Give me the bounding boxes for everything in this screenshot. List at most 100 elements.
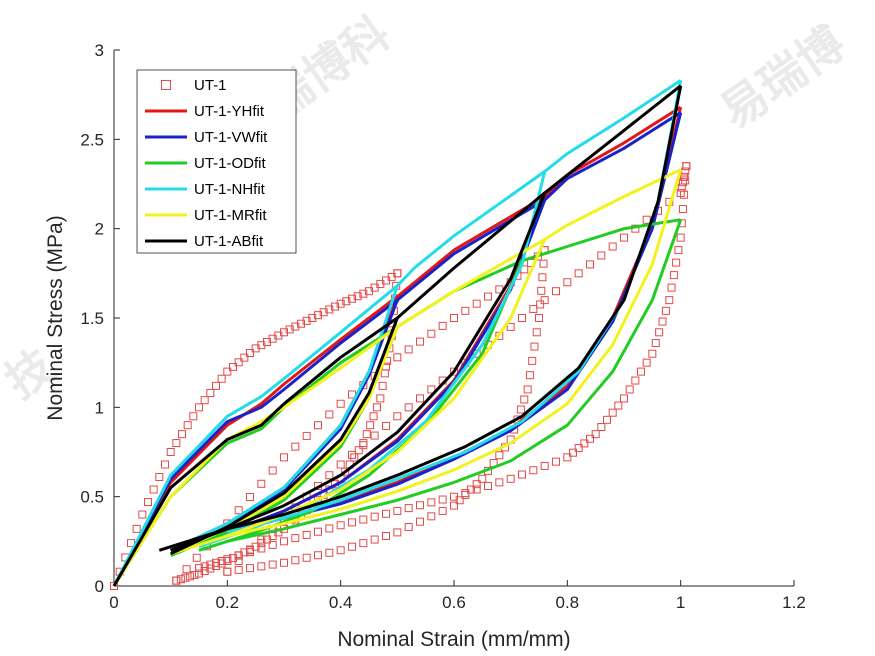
data-marker bbox=[223, 367, 232, 376]
x-tick-label: 0.8 bbox=[556, 593, 580, 612]
y-tick-label: 0 bbox=[95, 577, 104, 596]
data-marker bbox=[325, 305, 334, 314]
data-marker bbox=[325, 410, 334, 419]
data-marker bbox=[257, 544, 266, 553]
data-marker bbox=[200, 562, 209, 571]
data-marker bbox=[648, 349, 657, 358]
data-marker bbox=[382, 421, 390, 430]
y-tick-label: 3 bbox=[95, 41, 104, 60]
data-marker bbox=[161, 460, 169, 469]
watermark-text: 易瑞博 bbox=[710, 16, 854, 139]
legend-marker bbox=[161, 80, 171, 90]
data-marker bbox=[217, 556, 226, 565]
legend-item: UT-1-ABfit bbox=[145, 233, 264, 250]
data-marker bbox=[603, 415, 611, 424]
data-marker bbox=[404, 504, 413, 513]
data-marker bbox=[580, 439, 589, 448]
series-UT-1-ABfit bbox=[112, 84, 683, 587]
data-marker bbox=[529, 305, 538, 314]
data-marker bbox=[200, 566, 209, 575]
legend-item: UT-1-MRfit bbox=[145, 207, 267, 224]
data-marker bbox=[348, 450, 356, 459]
data-marker bbox=[342, 297, 351, 306]
data-marker bbox=[280, 537, 288, 546]
data-marker bbox=[246, 349, 254, 358]
data-marker bbox=[393, 353, 402, 362]
data-marker bbox=[620, 394, 628, 403]
data-marker bbox=[234, 506, 243, 515]
data-marker bbox=[172, 576, 181, 585]
data-marker bbox=[149, 485, 158, 494]
data-marker bbox=[427, 498, 436, 507]
legend-item: UT-1-YHfit bbox=[145, 103, 265, 120]
legend-item: UT-1-NHfit bbox=[145, 181, 266, 198]
data-marker bbox=[308, 314, 317, 322]
data-marker bbox=[450, 501, 458, 510]
data-marker bbox=[280, 328, 288, 337]
data-marker bbox=[359, 441, 368, 450]
data-marker bbox=[574, 269, 583, 278]
data-marker bbox=[325, 471, 334, 480]
data-marker bbox=[472, 485, 481, 494]
data-marker bbox=[682, 162, 691, 171]
data-marker bbox=[348, 294, 356, 303]
data-marker bbox=[655, 328, 664, 337]
legend-label: UT-1-ABfit bbox=[194, 233, 264, 250]
data-marker bbox=[359, 539, 368, 548]
data-marker bbox=[370, 512, 379, 521]
data-marker bbox=[370, 431, 379, 440]
x-axis-title: Nominal Strain (mm/mm) bbox=[337, 628, 570, 651]
data-marker bbox=[540, 296, 549, 305]
data-marker bbox=[404, 523, 413, 532]
data-marker bbox=[506, 322, 515, 331]
series-line-unload bbox=[226, 219, 683, 543]
data-marker bbox=[552, 287, 560, 296]
data-marker bbox=[325, 524, 334, 533]
data-marker bbox=[535, 314, 543, 322]
data-marker bbox=[183, 421, 192, 430]
data-marker bbox=[637, 367, 645, 376]
data-marker bbox=[350, 453, 359, 462]
x-tick-label: 1 bbox=[676, 593, 685, 612]
data-marker bbox=[416, 394, 424, 403]
data-marker bbox=[658, 317, 667, 326]
data-marker bbox=[240, 353, 249, 362]
data-marker bbox=[506, 474, 515, 483]
data-marker bbox=[538, 273, 547, 282]
data-marker bbox=[370, 535, 379, 544]
data-marker bbox=[631, 376, 640, 385]
data-marker bbox=[674, 246, 683, 255]
data-marker bbox=[427, 385, 436, 394]
data-marker bbox=[359, 439, 368, 448]
data-marker bbox=[450, 367, 458, 376]
series-line-load bbox=[112, 105, 682, 587]
data-marker bbox=[268, 540, 277, 549]
data-marker bbox=[450, 314, 458, 322]
data-marker bbox=[297, 319, 305, 328]
x-tick-label: 0 bbox=[109, 593, 118, 612]
data-marker bbox=[229, 554, 237, 563]
data-marker bbox=[574, 444, 583, 453]
legend-label: UT-1-ODfit bbox=[194, 155, 267, 172]
data-marker bbox=[642, 358, 651, 367]
data-marker bbox=[520, 395, 529, 404]
series-line-unload bbox=[226, 169, 683, 538]
data-marker bbox=[195, 569, 203, 578]
data-marker bbox=[597, 422, 606, 431]
data-marker bbox=[369, 412, 378, 421]
data-marker bbox=[380, 369, 389, 378]
data-marker bbox=[246, 493, 254, 502]
data-marker bbox=[540, 461, 549, 470]
data-marker bbox=[223, 555, 232, 564]
x-tick-label: 1.2 bbox=[782, 593, 806, 612]
data-marker bbox=[525, 371, 534, 380]
legend-item: UT-1 bbox=[161, 77, 227, 94]
y-tick-label: 1 bbox=[95, 398, 104, 417]
data-marker bbox=[614, 401, 623, 410]
data-marker bbox=[246, 548, 254, 557]
data-marker bbox=[382, 531, 390, 540]
series-line-unload bbox=[158, 85, 683, 552]
data-marker bbox=[678, 178, 687, 187]
data-marker bbox=[366, 421, 375, 430]
data-marker bbox=[536, 300, 545, 309]
